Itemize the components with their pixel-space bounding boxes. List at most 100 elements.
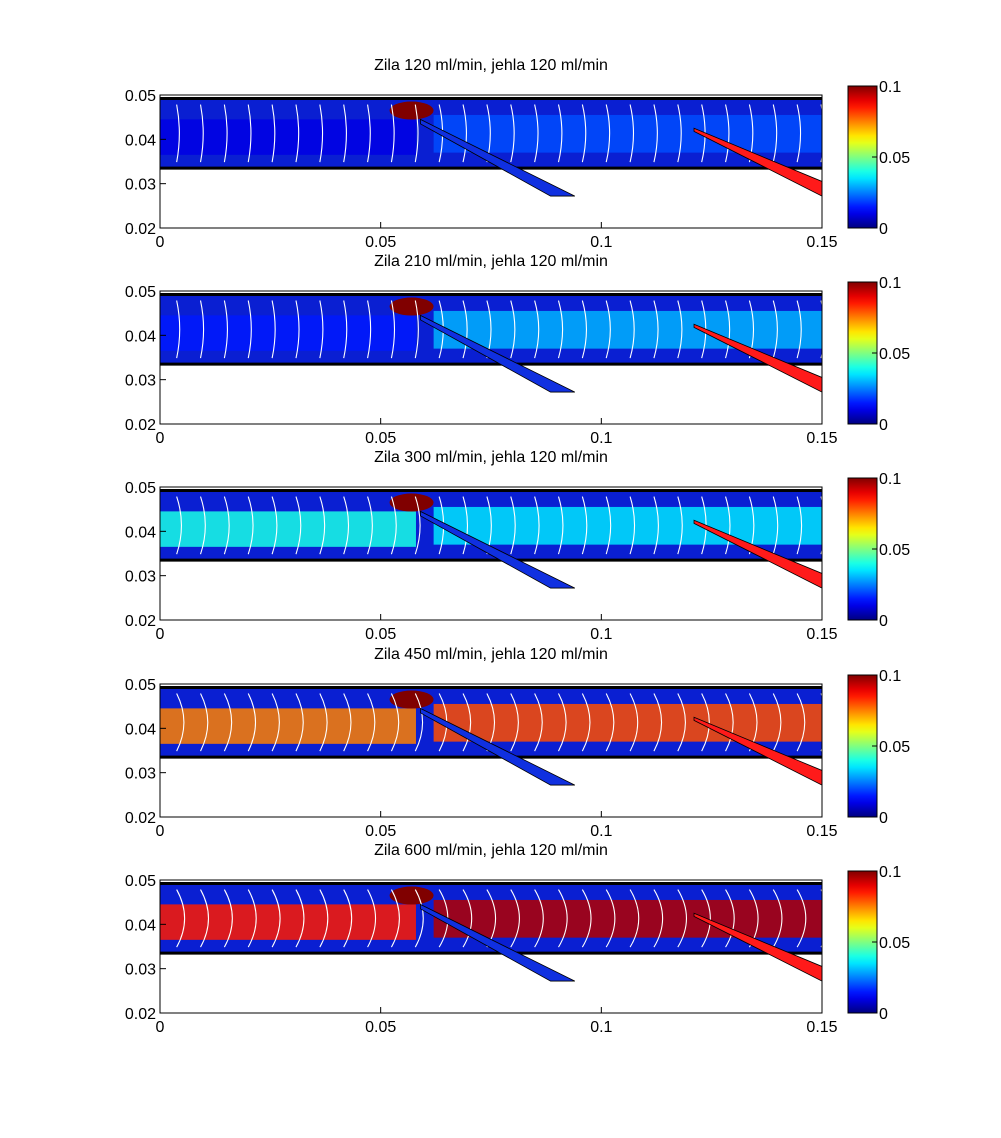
vector-column	[367, 496, 373, 555]
vector-column	[271, 496, 278, 555]
vector-column	[558, 889, 568, 948]
downstream-core-flow	[433, 703, 822, 742]
vector-column	[772, 104, 778, 163]
vector-column	[295, 693, 304, 752]
y-tick-label: 0.04	[125, 328, 156, 345]
needle-jet	[389, 101, 434, 120]
vector-column	[176, 889, 186, 948]
vector-column	[199, 104, 204, 163]
vector-column	[223, 693, 233, 752]
colorbar-tick-label: 0	[879, 221, 888, 238]
vector-column	[629, 300, 635, 359]
vector-column	[343, 693, 352, 752]
panel-title: Zila 600 ml/min, jehla 120 ml/min	[374, 842, 608, 859]
vector-column	[462, 889, 473, 948]
y-tick-label: 0.03	[125, 373, 156, 390]
y-tick-label: 0.05	[125, 480, 156, 497]
y-tick-label: 0.05	[125, 88, 156, 105]
vector-column	[605, 300, 611, 359]
x-tick-label: 0.05	[365, 430, 396, 447]
vector-column	[605, 693, 615, 752]
vector-column	[725, 300, 731, 359]
upstream-core-flow	[160, 904, 416, 940]
y-tick-label: 0.05	[125, 677, 156, 694]
vector-column	[510, 496, 516, 555]
vector-column	[581, 104, 587, 163]
colorbar-tick-label: 0.1	[879, 864, 901, 881]
vector-column	[390, 496, 397, 555]
x-tick-label: 0.05	[365, 1019, 396, 1036]
axes-frame	[159, 94, 823, 229]
colorbar-tick-label: 0.1	[879, 79, 901, 96]
vector-column	[772, 300, 778, 359]
vector-column	[343, 496, 350, 555]
colorbar-tick-label: 0.05	[879, 542, 910, 559]
vector-column	[653, 496, 659, 555]
vector-column	[772, 889, 783, 948]
vector-column	[581, 496, 588, 555]
vector-column	[247, 104, 252, 163]
arterial-needle	[419, 903, 576, 982]
vector-column	[247, 300, 252, 359]
vector-column	[677, 104, 682, 163]
x-tick-label: 0.15	[806, 1019, 837, 1036]
x-tick-label: 0	[156, 823, 165, 840]
upstream-core-flow	[160, 119, 416, 155]
panel-title: Zila 450 ml/min, jehla 120 ml/min	[374, 646, 608, 663]
axes-frame	[159, 683, 823, 818]
vector-column	[534, 104, 539, 163]
arterial-needle	[419, 707, 576, 786]
vector-column	[796, 693, 806, 752]
vector-column	[725, 693, 734, 752]
y-tick-label: 0.04	[125, 132, 156, 149]
colorbar-tick-label: 0	[879, 613, 888, 630]
x-tick-label: 0.15	[806, 234, 837, 251]
vector-column	[343, 300, 348, 359]
colorbar-tick-label: 0	[879, 810, 888, 827]
upstream-core-flow	[160, 708, 416, 744]
vector-column	[462, 300, 468, 359]
vector-column	[653, 889, 664, 948]
panel-title: Zila 120 ml/min, jehla 120 ml/min	[374, 57, 608, 74]
vector-column	[247, 496, 254, 555]
vector-column	[629, 889, 640, 948]
vector-column	[725, 496, 731, 555]
vector-column	[462, 496, 469, 555]
x-tick-label: 0.05	[365, 234, 396, 251]
vector-column	[796, 104, 802, 163]
vector-column	[199, 496, 206, 555]
x-tick-label: 0	[156, 626, 165, 643]
vector-column	[319, 693, 328, 752]
colorbar-tick-label: 0.1	[879, 668, 901, 685]
colorbar-tick-label: 0	[879, 1006, 888, 1023]
vector-column	[223, 889, 233, 948]
vector-column	[534, 300, 540, 359]
vector-column	[271, 693, 280, 752]
panel-2: 0 0.05 0.1 0.15 0.02 0.03 0.04 0.05 Zila 210 ml/…	[125, 253, 910, 447]
vector-column	[557, 300, 564, 359]
vector-column	[581, 889, 592, 948]
x-tick-label: 0.05	[365, 626, 396, 643]
velocity-vectors	[176, 693, 830, 752]
needle-jet	[389, 493, 434, 512]
colorbar-tick-label: 0.05	[879, 346, 910, 363]
x-tick-label: 0	[156, 430, 165, 447]
vector-column	[271, 104, 276, 163]
axes-frame	[159, 879, 823, 1014]
x-tick-label: 0.1	[590, 1019, 612, 1036]
vector-column	[653, 693, 663, 752]
vector-column	[796, 300, 802, 359]
vector-column	[319, 104, 324, 163]
vector-column	[367, 889, 377, 948]
vector-column	[581, 693, 591, 752]
vector-column	[581, 300, 588, 359]
colorbar-tick-label: 0.05	[879, 739, 910, 756]
vector-column	[534, 693, 543, 752]
vector-column	[223, 496, 230, 555]
vector-column	[367, 300, 372, 359]
vector-column	[367, 693, 376, 752]
vector-column	[462, 693, 472, 752]
y-tick-label: 0.03	[125, 962, 156, 979]
vector-column	[605, 496, 612, 555]
